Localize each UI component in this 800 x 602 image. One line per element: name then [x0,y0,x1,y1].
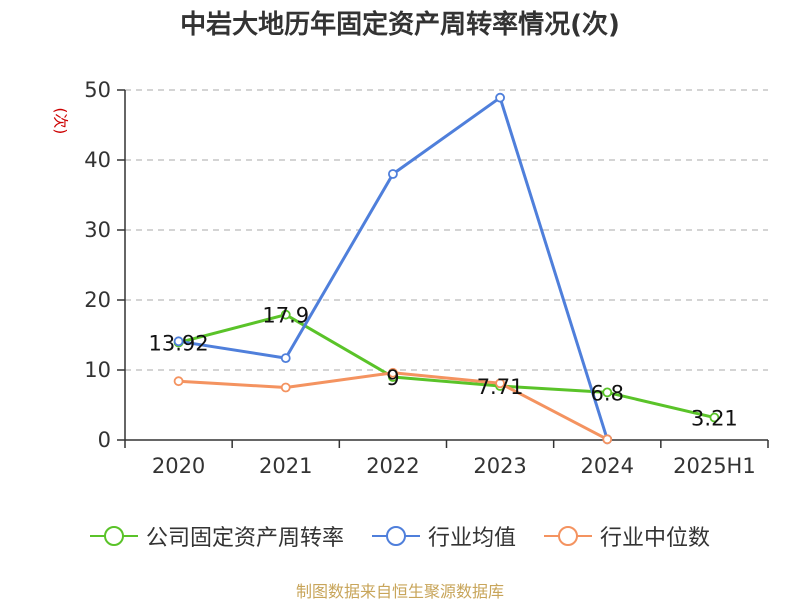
chart-title: 中岩大地历年固定资产周转率情况(次) [180,10,620,40]
legend-item-industry-mean[interactable]: 行业均值 [371,520,516,552]
x-tick-label: 2025H1 [673,454,756,478]
legend: 公司固定资产周转率 行业均值 行业中位数 [0,520,800,552]
data-point-1 [173,336,184,347]
data-point-0 [709,412,720,423]
data-label: 17.9 [262,304,309,328]
data-label: 13.92 [149,332,209,356]
x-tick-label: 2023 [473,454,526,478]
series-line-0 [178,313,715,419]
chart-area: 0 10 20 30 40 50 2020 2021 2022 2023 2024 2025H1 13.… [84,78,769,478]
data-label: 7.71 [477,375,524,399]
legend-marker-industry-median [544,526,592,546]
data-point-0 [602,387,613,398]
data-point-2 [388,367,398,378]
y-tick-label: 0 [98,428,111,452]
legend-marker-industry-mean [371,526,420,546]
y-tick-label: 50 [84,78,111,102]
y-tick-label: 20 [84,288,111,312]
x-tick-label: 2024 [581,454,634,478]
data-point-1 [495,92,505,103]
data-label: 9 [386,366,399,390]
data-point-0 [280,309,291,320]
data-point-2 [173,376,184,387]
data-point-2 [495,378,505,389]
data-point-1 [280,353,291,364]
legend-label-industry-median: 行业中位数 [600,526,711,551]
source-note: 制图数据来自恒生聚源数据库 [295,582,504,601]
x-tick-label: 2020 [152,454,205,478]
legend-marker-company [89,526,138,546]
data-label: 3.21 [691,407,738,431]
x-tick-label: 2021 [259,454,312,478]
legend-item-company[interactable]: 公司固定资产周转率 [89,520,344,552]
data-point-2 [602,434,613,445]
legend-label-industry-mean: 行业均值 [427,526,516,551]
y-tick-label: 10 [84,358,111,382]
legend-label-company: 公司固定资产周转率 [145,526,344,551]
data-label: 6.8 [591,381,624,405]
y-tick-label: 30 [84,218,111,242]
x-tick-label: 2022 [366,454,419,478]
legend-item-industry-median[interactable]: 行业中位数 [544,520,710,552]
y-tick-label: 40 [84,148,111,172]
data-point-2 [280,382,291,393]
data-point-1 [388,169,398,179]
